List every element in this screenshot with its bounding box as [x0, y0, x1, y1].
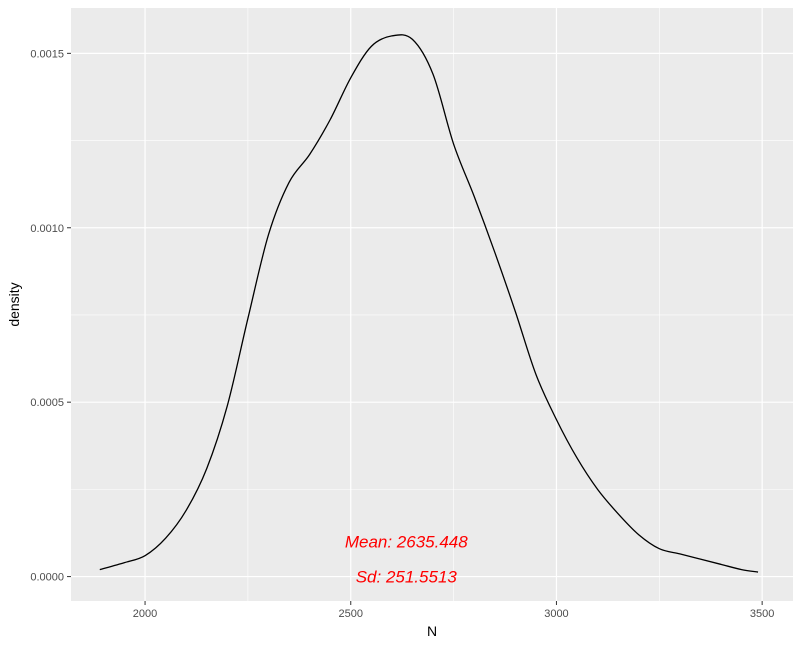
x-tick-label: 3500	[750, 608, 774, 620]
annotation-label: Sd: 251.5513	[356, 568, 458, 587]
annotations: Mean: 2635.448 Sd: 251.5513	[345, 533, 468, 587]
plot-panel	[71, 8, 793, 601]
density-curve	[99, 34, 759, 573]
y-axis-title: density	[6, 282, 22, 326]
x-axis: 2000 2500 3000 3500	[133, 601, 774, 620]
x-tick-label: 2000	[133, 608, 157, 620]
y-tick-label: 0.0010	[30, 223, 64, 235]
x-axis-title: N	[427, 623, 437, 639]
major-grid	[71, 8, 793, 601]
x-tick-label: 2500	[339, 608, 363, 620]
x-tick-label: 3000	[544, 608, 568, 620]
annotation-label: Mean: 2635.448	[345, 533, 468, 552]
minor-grid	[71, 8, 793, 601]
y-tick-label: 0.0015	[30, 48, 64, 60]
y-tick-label: 0.0000	[30, 572, 64, 584]
y-tick-label: 0.0005	[30, 397, 64, 409]
y-axis: 0.0000 0.0005 0.0010 0.0015	[30, 48, 71, 584]
